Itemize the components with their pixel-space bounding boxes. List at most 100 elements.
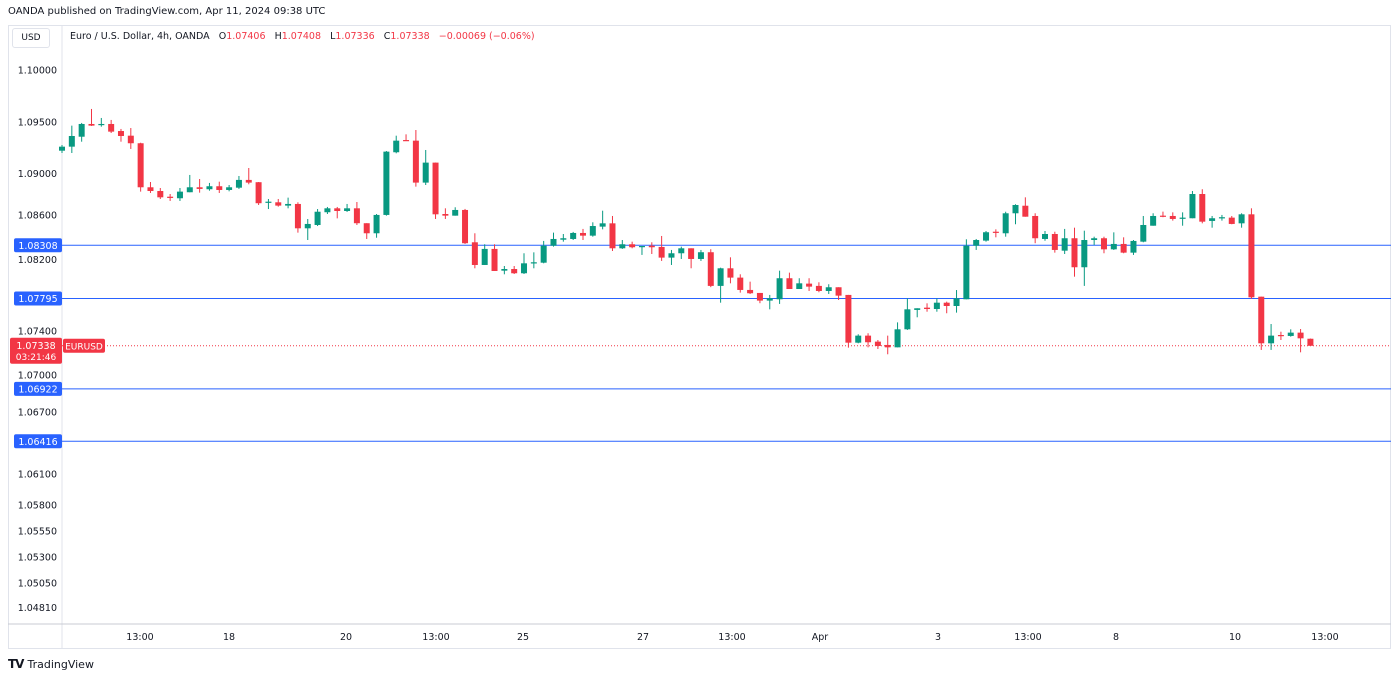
candle-body-down <box>1022 205 1029 217</box>
current-price-label: 1.07338 <box>16 341 55 352</box>
chart-frame <box>8 25 1391 649</box>
y-tick-label: 1.07000 <box>18 370 57 381</box>
candle-body-up <box>1189 194 1196 219</box>
candle-body-down <box>648 245 655 248</box>
candle-body-down <box>1307 338 1314 346</box>
candle-body-down <box>412 140 419 183</box>
current-price-badge <box>10 337 62 364</box>
x-tick-label: 3 <box>935 632 941 643</box>
candle-body-down <box>786 278 793 290</box>
candle-body-down <box>688 248 695 259</box>
x-tick-label: 13:00 <box>422 632 449 643</box>
level-price-badge <box>14 238 62 253</box>
x-tick-label: 18 <box>223 632 235 643</box>
y-tick-label: 1.09500 <box>18 117 57 128</box>
symbol-tag-label: EURUSD <box>65 342 103 352</box>
candle-body-up <box>344 208 351 211</box>
candle-body-up <box>304 223 311 229</box>
candle-body-up <box>530 262 537 264</box>
y-tick-label: 1.09000 <box>18 169 57 180</box>
candle-body-down <box>884 344 891 348</box>
candle-body-up <box>1238 214 1245 224</box>
candle-body-down <box>1169 215 1176 219</box>
y-tick-label: 1.05800 <box>18 501 57 512</box>
high-value: 1.07408 <box>281 31 322 42</box>
candle-body-up <box>894 329 901 348</box>
currency-button[interactable]: USD <box>12 28 50 48</box>
candle-body-up <box>1110 243 1117 250</box>
candle-body-down <box>1032 215 1039 239</box>
candle-body-down <box>511 269 518 274</box>
candle-body-down <box>992 231 999 233</box>
y-tick-label: 1.05050 <box>18 578 57 589</box>
candle-body-up <box>1091 238 1098 241</box>
y-tick-label: 1.06700 <box>18 407 57 418</box>
candle-body-up <box>481 248 488 265</box>
candle-body-up <box>1012 204 1019 214</box>
candle-body-down <box>737 277 744 290</box>
candle-body-down <box>167 196 174 198</box>
candle-body-down <box>471 242 478 265</box>
candle-body-up <box>766 298 773 301</box>
candle-body-down <box>403 140 410 142</box>
candle-body-down <box>334 208 341 211</box>
candle-body-down <box>1120 243 1127 253</box>
candle-body-up <box>1140 224 1147 242</box>
candle-body-up <box>314 211 321 225</box>
candle-body-up <box>206 186 213 190</box>
candle-body-up <box>521 263 528 274</box>
x-tick-label: 8 <box>1113 632 1119 643</box>
chart-legend: Euro / U.S. Dollar, 4h, OANDA O1.07406 H… <box>70 31 535 42</box>
candle-body-up <box>285 203 292 206</box>
candle-body-up <box>668 253 675 258</box>
x-tick-label: 10 <box>1229 632 1241 643</box>
candle-body-up <box>373 214 380 234</box>
candle-body-up <box>933 302 940 310</box>
candle-body-down <box>579 232 586 236</box>
candle-body-down <box>727 268 734 278</box>
candle-body-up <box>973 240 980 246</box>
candle-body-down <box>275 202 282 206</box>
candle-body-up <box>776 278 783 300</box>
x-tick-label: 13:00 <box>1311 632 1338 643</box>
candle-body-up <box>540 245 547 263</box>
tradingview-logo[interactable]: TV TradingView <box>8 657 94 671</box>
candle-body-up <box>1268 335 1275 344</box>
candle-body-up <box>383 151 390 215</box>
candle-body-up <box>599 223 606 227</box>
candle-body-down <box>747 289 754 294</box>
y-tick-label: 1.08200 <box>18 255 57 266</box>
candle-body-down <box>1159 215 1166 217</box>
y-tick-label: 1.05550 <box>18 527 57 538</box>
candle-body-down <box>432 162 439 215</box>
candle-body-down <box>815 285 822 291</box>
close-label: C <box>383 31 391 42</box>
candle-body-down <box>756 292 763 301</box>
candle-body-down <box>255 182 262 204</box>
candle-body-up <box>1218 217 1225 219</box>
candle-body-up <box>904 309 911 330</box>
candle-body-up <box>265 201 272 203</box>
level-price-label: 1.06416 <box>18 437 57 448</box>
candle-body-down <box>1199 194 1206 222</box>
candle-body-up <box>1287 332 1294 336</box>
high-label: H <box>274 31 282 42</box>
candle-body-up <box>796 283 803 290</box>
x-tick-label: 25 <box>517 632 529 643</box>
candle-body-up <box>855 335 862 343</box>
candle-body-up <box>1209 218 1216 221</box>
candle-body-down <box>845 294 852 343</box>
symbol-tag-badge <box>63 338 105 353</box>
candle-body-down <box>1248 214 1255 298</box>
candle-body-up <box>1081 240 1088 268</box>
candle-body-down <box>108 123 115 132</box>
candle-body-up <box>717 268 724 286</box>
candle-body-down <box>1071 238 1078 268</box>
candle-body-up <box>78 123 85 137</box>
candle-body-down <box>1228 217 1235 224</box>
candle-body-down <box>1100 238 1107 250</box>
candle-body-down <box>294 203 301 229</box>
candle-body-down <box>865 335 872 343</box>
candle-body-down <box>117 131 124 136</box>
